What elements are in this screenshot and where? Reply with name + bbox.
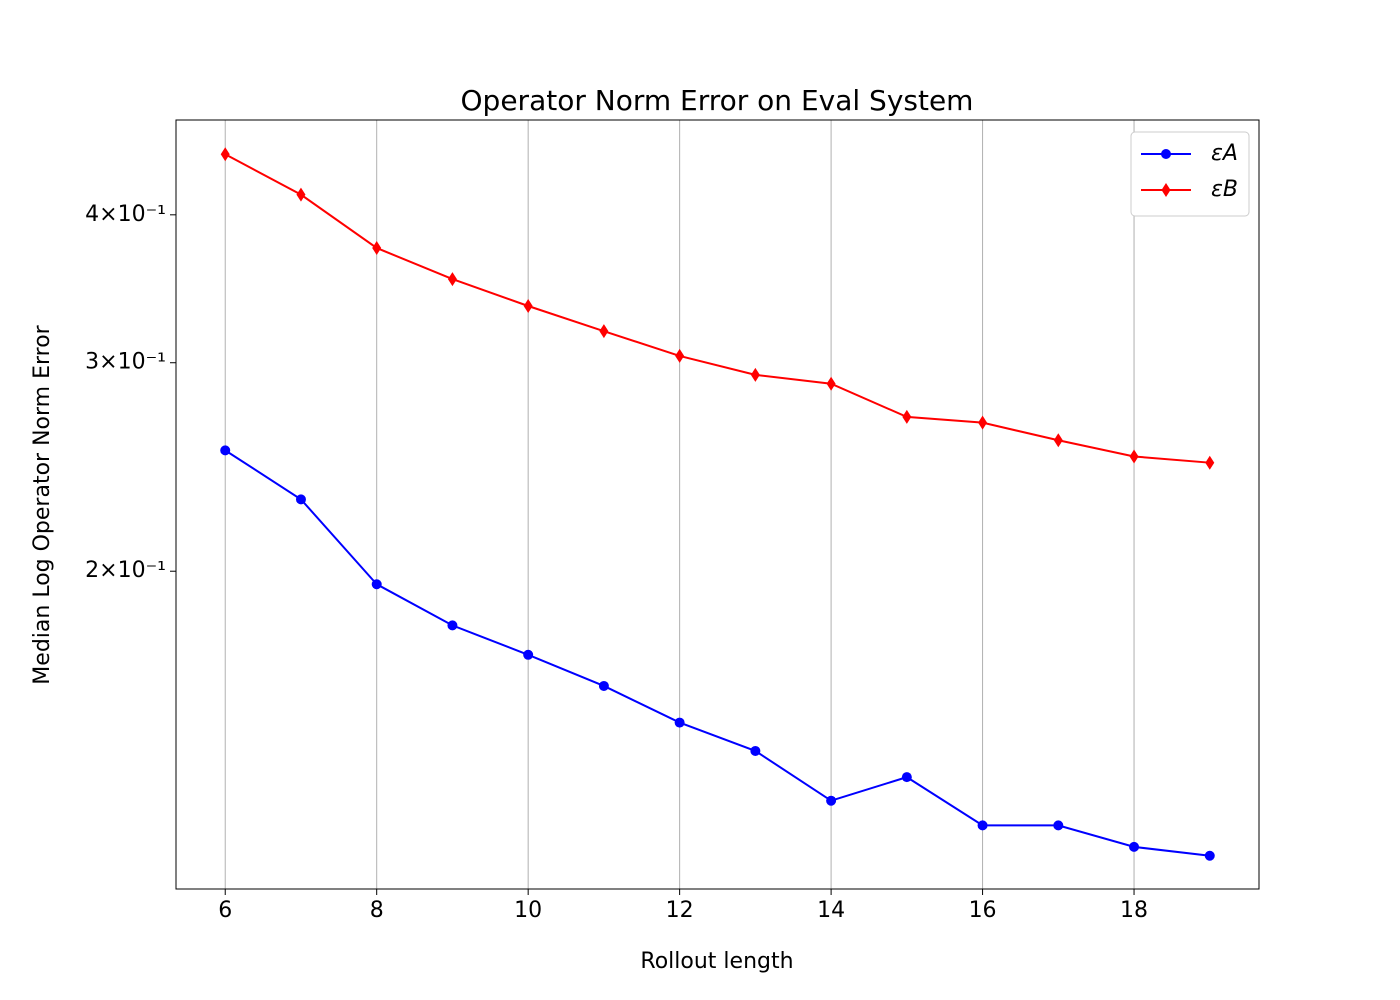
marker [1161,183,1171,197]
marker [826,795,837,806]
chart-title: Operator Norm Error on Eval System [461,84,974,117]
x-tick-label: 18 [1120,898,1148,923]
marker [220,147,230,162]
x-tick-label: 6 [218,898,232,923]
y-tick-label: 3×10⁻¹ [85,350,166,375]
marker [674,717,685,728]
marker [1053,433,1063,448]
marker [1053,820,1064,831]
marker [978,415,988,430]
marker [1129,841,1140,852]
marker [447,272,457,287]
marker [675,348,685,363]
x-axis-label: Rollout length [640,949,793,974]
marker [599,324,609,339]
marker [977,820,988,831]
plot-frame [175,119,1260,890]
x-tick-label: 8 [370,898,384,923]
marker [1205,455,1215,470]
marker [826,376,836,391]
series-line [224,153,1210,464]
x-tick-label: 10 [514,898,542,923]
series-line [224,449,1210,857]
x-tick-label: 16 [969,898,997,923]
marker [902,409,912,424]
x-tick-label: 12 [666,898,694,923]
marker [447,620,458,631]
marker [901,772,912,783]
marker [295,494,306,505]
marker [523,298,533,313]
marker [750,745,761,756]
marker [598,680,609,691]
marker [1129,449,1139,464]
legend: εA εB [1130,131,1250,217]
legend-label: εA [1211,141,1238,166]
x-tick-label: 14 [817,898,845,923]
marker [371,579,382,590]
marker [1161,149,1171,159]
marker [296,187,306,202]
marker [372,241,382,256]
marker [1204,850,1215,861]
y-axis-label: Median Log Operator Norm Error [30,324,55,684]
marker [220,445,231,456]
marker [523,649,534,660]
y-tick-label: 4×10⁻¹ [85,202,166,227]
y-tick-label: 2×10⁻¹ [85,558,166,583]
marker [750,367,760,382]
legend-label: εB [1211,177,1238,202]
